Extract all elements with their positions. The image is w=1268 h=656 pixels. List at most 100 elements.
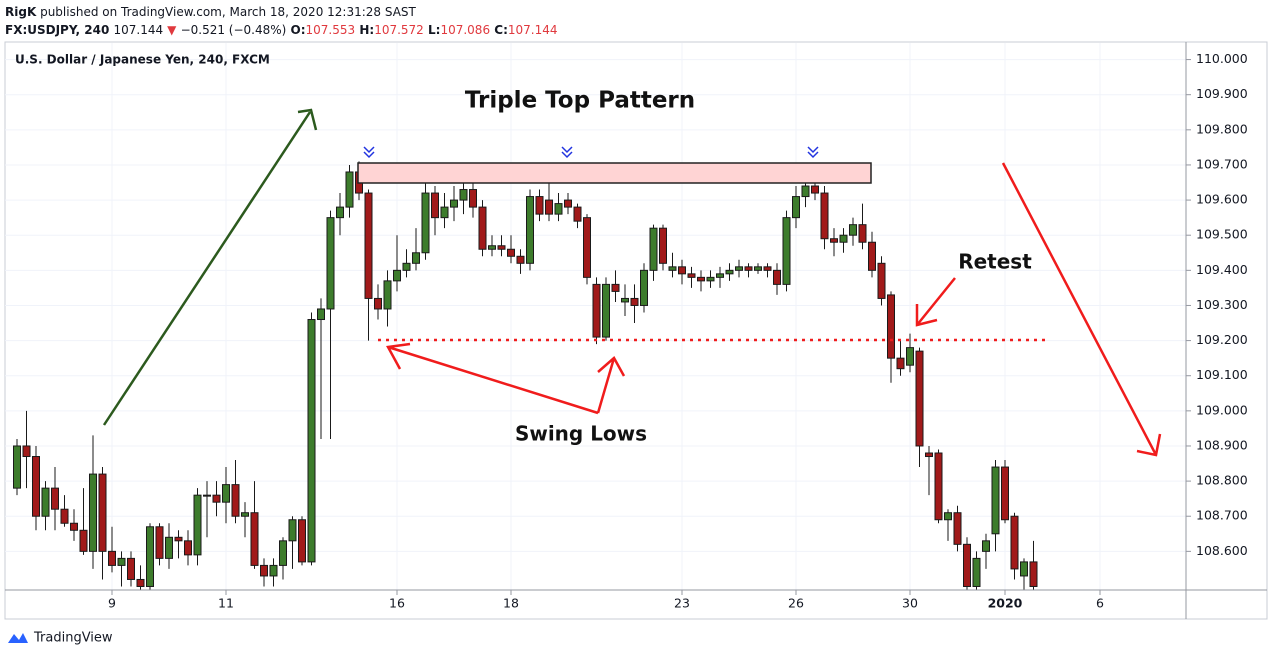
- candle-body: [887, 294, 895, 359]
- close: 107.144: [508, 23, 558, 37]
- published: published on TradingView.com, March 18, …: [40, 5, 416, 19]
- candle-body: [279, 540, 287, 566]
- candle-body: [108, 550, 116, 566]
- candle-body: [763, 266, 772, 271]
- uptrend-arrow: [102, 111, 312, 426]
- candle-body: [678, 266, 686, 275]
- candle-body: [925, 452, 933, 458]
- candle-body: [735, 266, 743, 271]
- candle-body: [79, 529, 88, 552]
- candle-body: [744, 266, 753, 271]
- high-label: H:: [359, 23, 374, 37]
- candle-body: [906, 347, 914, 366]
- candle-body: [934, 452, 943, 521]
- chart-title: Triple Top Pattern: [465, 88, 695, 114]
- x-tick-label: 6: [1096, 596, 1104, 611]
- top-markers: [363, 146, 819, 159]
- candle-body: [792, 196, 800, 219]
- candle-body: [127, 557, 135, 580]
- candle-body: [982, 540, 990, 552]
- candle-body: [165, 536, 173, 559]
- open-label: O:: [291, 23, 306, 37]
- y-tick-label: 109.100: [1196, 367, 1248, 382]
- candle-body: [858, 224, 867, 243]
- candle-body: [573, 206, 582, 222]
- candle-body: [193, 494, 202, 556]
- candle-body: [345, 171, 354, 208]
- publisher-name: RigK: [5, 5, 37, 19]
- down-arrow: ▼: [167, 23, 177, 37]
- retest-label: Retest: [958, 250, 1032, 274]
- candle-body: [896, 357, 905, 370]
- candle-body: [70, 522, 78, 531]
- candle-body: [583, 217, 591, 278]
- brand: TradingView: [33, 631, 113, 646]
- swing-lows-label: Swing Lows: [515, 422, 647, 446]
- candle-body: [782, 217, 791, 285]
- candle-body: [915, 350, 924, 447]
- candle-body: [1010, 515, 1019, 570]
- candle-body: [526, 196, 534, 264]
- candle-body: [184, 540, 192, 556]
- x-tick-label: 11: [218, 596, 234, 611]
- axes: 108.600 108.700 108.800 108.900 109.000 109.1…: [108, 51, 1248, 610]
- candle-body: [231, 484, 240, 517]
- candle-body: [668, 266, 677, 271]
- resistance-zone: [357, 162, 872, 184]
- x-tick-label: 16: [389, 596, 405, 611]
- y-tick-label: 109.000: [1196, 402, 1248, 417]
- symbol: FX:USDJPY, 240: [5, 23, 109, 37]
- candle-body: [136, 578, 145, 587]
- candle-body: [963, 543, 971, 587]
- high: 107.572: [374, 23, 424, 37]
- top-marker: [363, 146, 375, 159]
- y-tick-label: 109.600: [1196, 192, 1248, 207]
- y-tick-label: 109.500: [1196, 227, 1248, 242]
- brand-logo: [8, 633, 28, 643]
- candle-body: [89, 473, 97, 552]
- y-tick-label: 109.700: [1196, 156, 1248, 171]
- header-quote: FX:USDJPY, 240 107.144 ▼ −0.521 (−0.48%) …: [5, 23, 558, 37]
- y-tick-label: 108.800: [1196, 473, 1248, 488]
- candle-body: [326, 217, 335, 310]
- candle-body: [773, 269, 781, 285]
- x-tick-label: 2020: [988, 596, 1023, 611]
- brand-icon: [8, 633, 28, 643]
- candle-body: [440, 206, 449, 219]
- candle-body: [60, 508, 69, 524]
- candle-body: [953, 512, 962, 545]
- candle-body: [393, 269, 401, 282]
- candle-body: [13, 445, 21, 489]
- candle-body: [611, 283, 620, 292]
- candle-body: [288, 519, 297, 542]
- y-tick-label: 109.200: [1196, 332, 1248, 347]
- candle-body: [716, 273, 724, 278]
- uptrend-arrowhead: [297, 108, 318, 131]
- candle-body: [212, 494, 221, 503]
- y-tick-label: 109.900: [1196, 86, 1248, 101]
- candle-body: [554, 203, 563, 215]
- candle-body: [478, 206, 487, 250]
- y-tick-label: 108.700: [1196, 508, 1248, 523]
- swing-low-arrow: [386, 342, 599, 415]
- candle-body: [830, 238, 838, 243]
- candle-body: [497, 245, 506, 250]
- chart-subtitle: U.S. Dollar / Japanese Yen, 240, FXCM: [15, 53, 270, 67]
- y-tick-label: 109.400: [1196, 262, 1248, 277]
- candle-body: [450, 199, 458, 208]
- last: 107.144: [114, 23, 164, 37]
- y-tick-label: 109.800: [1196, 121, 1248, 136]
- candle-body: [469, 189, 477, 208]
- y-tick-label: 108.600: [1196, 543, 1248, 558]
- candle-body: [174, 536, 183, 542]
- top-marker: [561, 146, 573, 159]
- candle-body: [1001, 466, 1009, 521]
- candle-body: [336, 206, 344, 219]
- candle-body: [117, 557, 126, 566]
- retest-arrow: [915, 277, 956, 327]
- candle-body: [621, 297, 629, 303]
- candle-body: [754, 266, 762, 271]
- candle-body: [602, 283, 610, 338]
- candle-body: [944, 512, 952, 521]
